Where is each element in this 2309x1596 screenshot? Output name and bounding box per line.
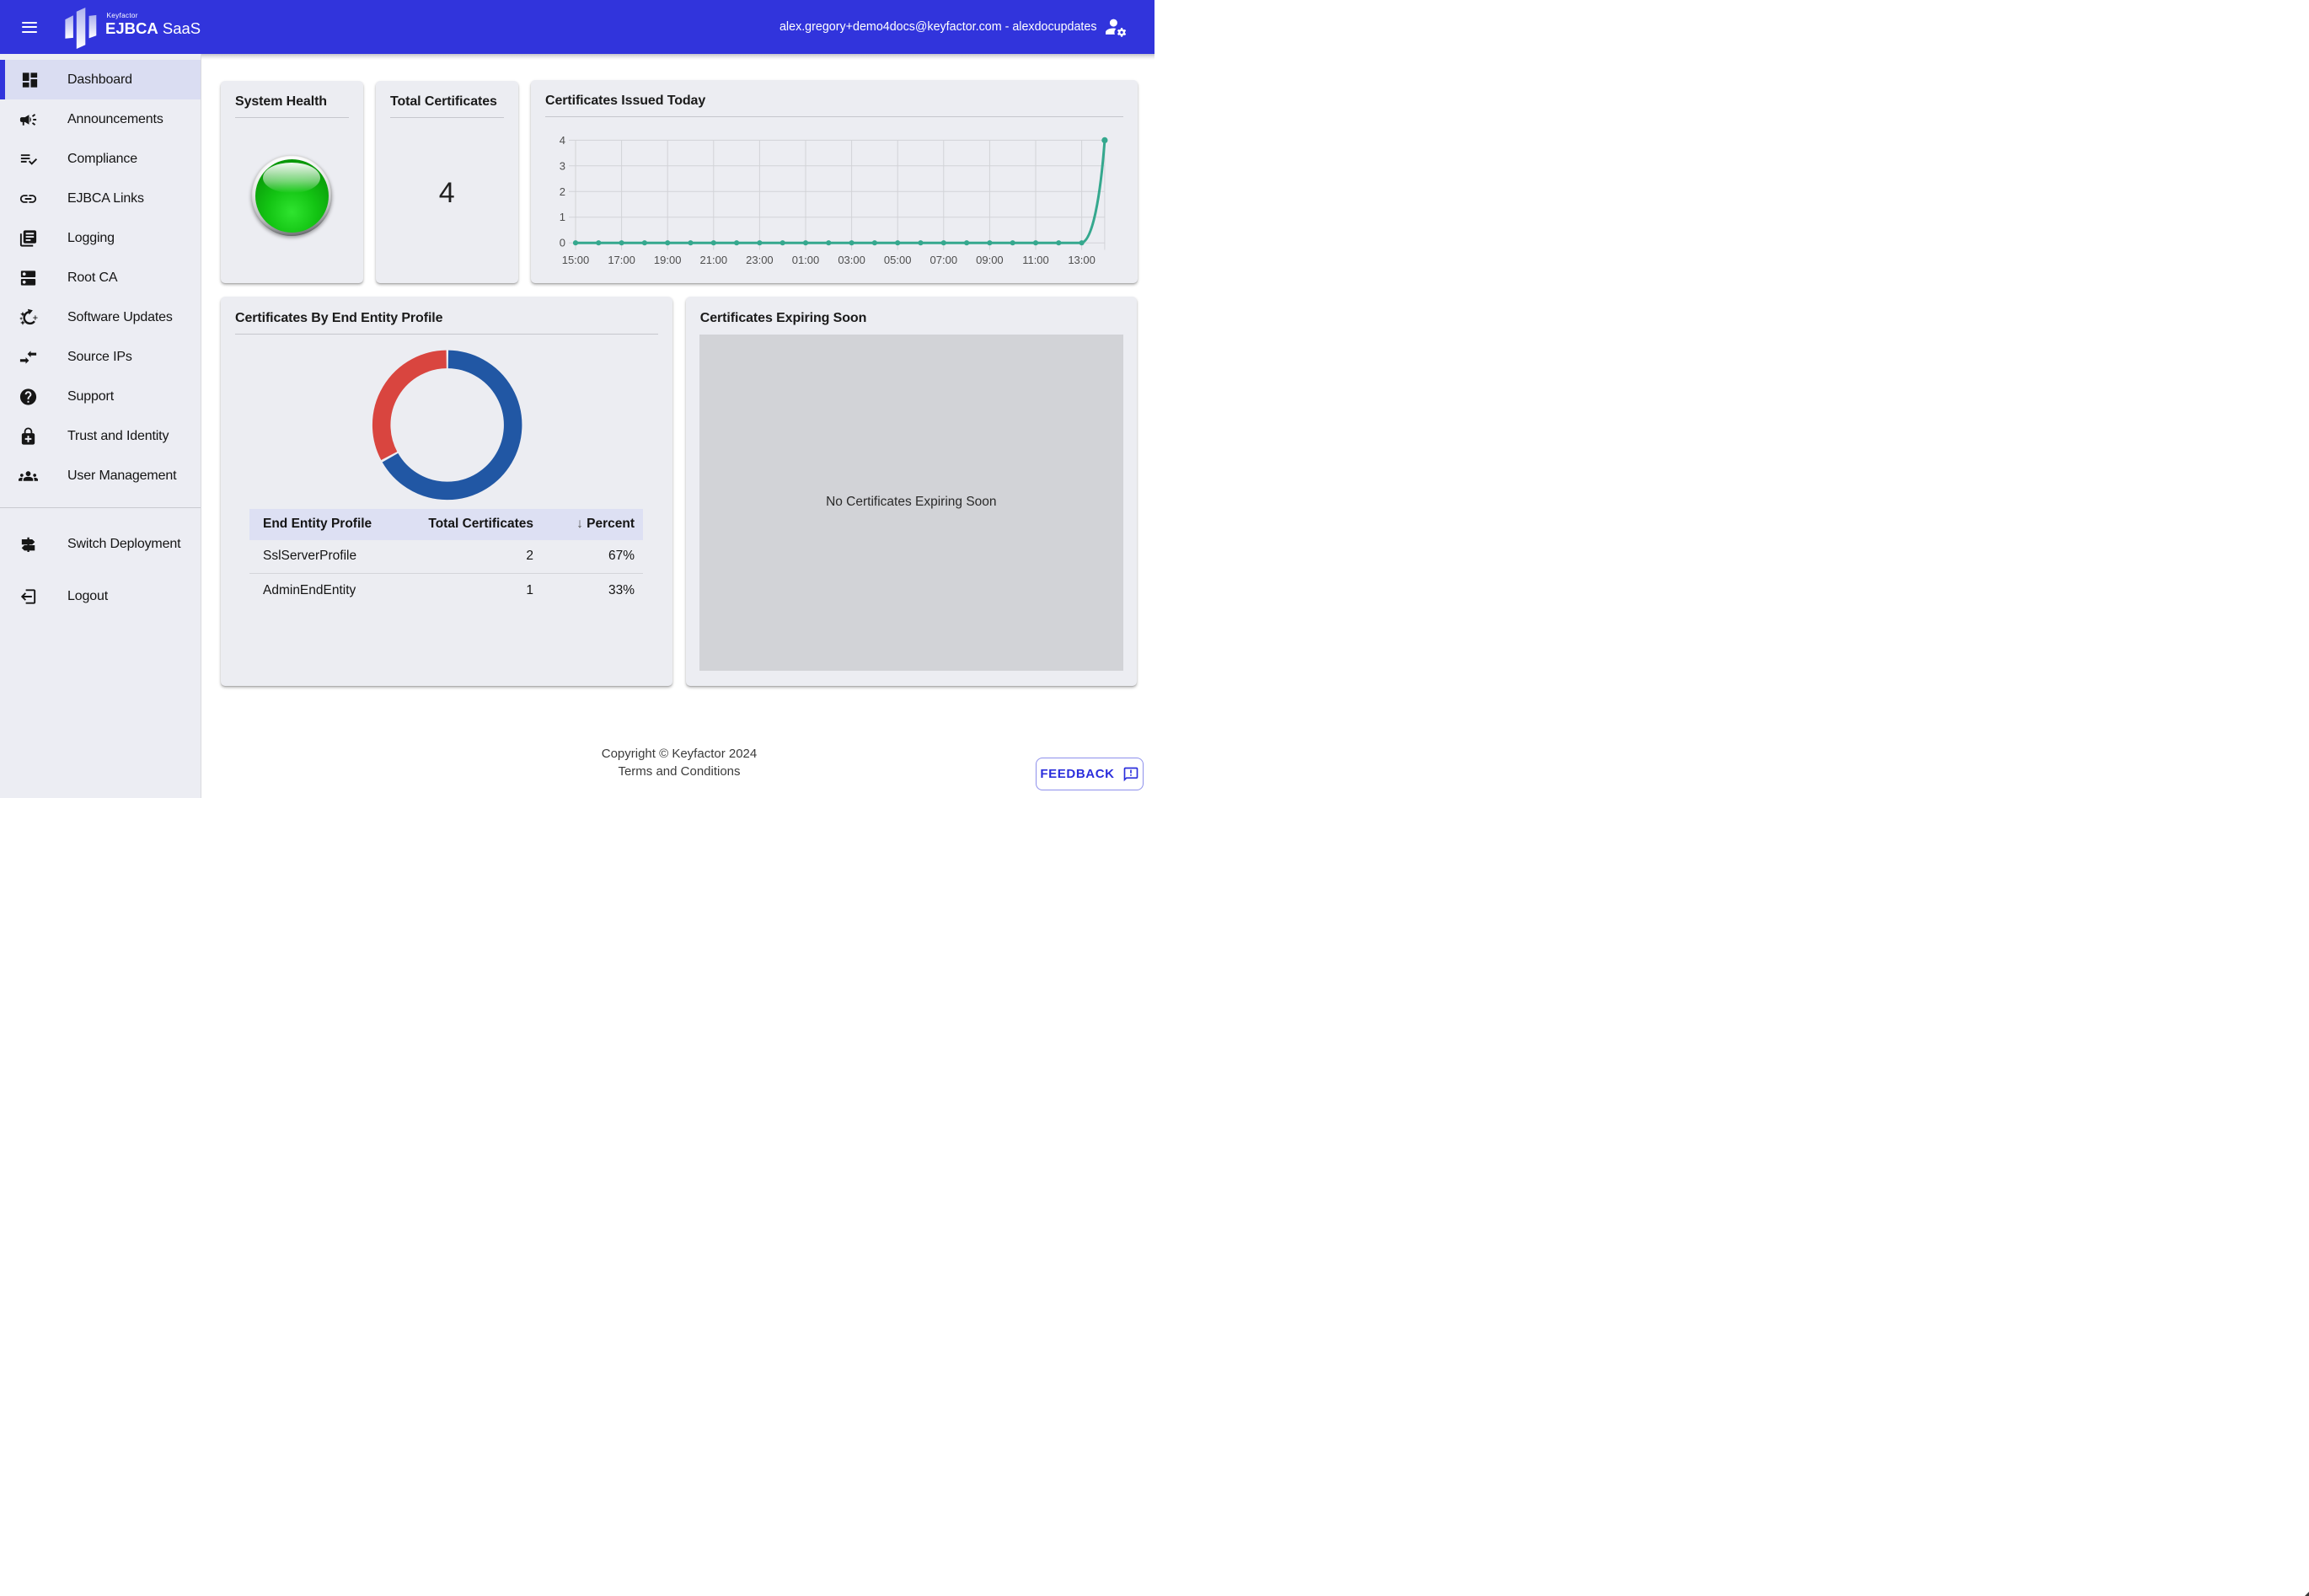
svg-text:17:00: 17:00 bbox=[608, 254, 635, 266]
svg-text:15:00: 15:00 bbox=[562, 254, 590, 266]
svg-text:2: 2 bbox=[560, 185, 565, 197]
svg-text:01:00: 01:00 bbox=[792, 254, 820, 266]
svg-text:23:00: 23:00 bbox=[746, 254, 774, 266]
svg-text:05:00: 05:00 bbox=[884, 254, 912, 266]
svg-text:3: 3 bbox=[560, 159, 565, 172]
svg-text:0: 0 bbox=[560, 236, 565, 249]
svg-text:19:00: 19:00 bbox=[654, 254, 682, 266]
svg-text:07:00: 07:00 bbox=[930, 254, 958, 266]
svg-text:09:00: 09:00 bbox=[976, 254, 1004, 266]
svg-text:1: 1 bbox=[560, 211, 565, 223]
svg-text:21:00: 21:00 bbox=[700, 254, 728, 266]
svg-text:11:00: 11:00 bbox=[1022, 254, 1049, 266]
svg-text:03:00: 03:00 bbox=[838, 254, 865, 266]
svg-text:4: 4 bbox=[560, 133, 565, 146]
svg-text:13:00: 13:00 bbox=[1068, 254, 1096, 266]
